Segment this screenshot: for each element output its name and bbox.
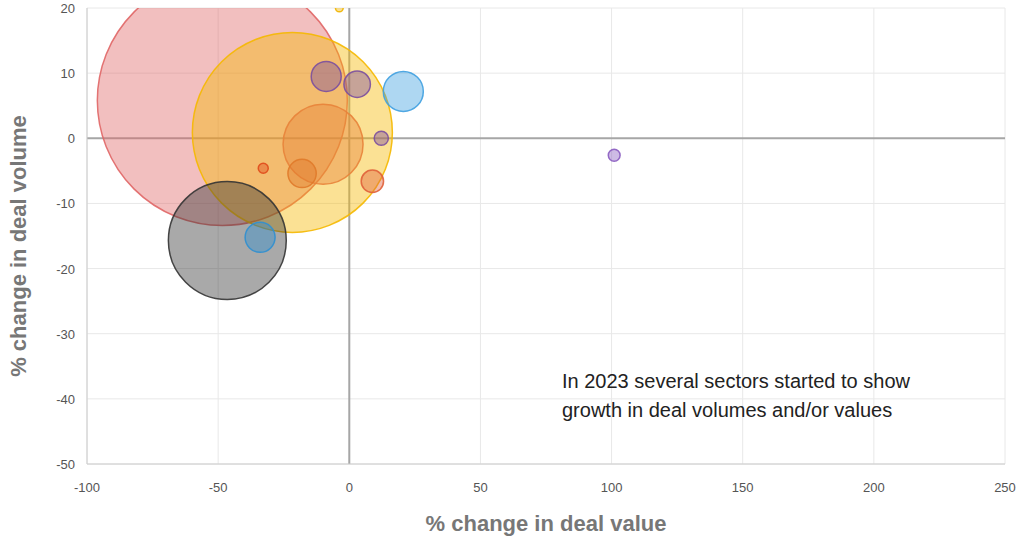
x-axis-label: % change in deal value — [426, 511, 667, 536]
x-tick-label: 250 — [994, 480, 1016, 495]
bubble[interactable] — [383, 71, 423, 111]
annotation: growth in deal volumes and/or values — [562, 399, 892, 421]
chart: -100-50050100150200250-50-40-30-20-10010… — [0, 0, 1024, 546]
axis-line-bottom — [87, 464, 1005, 465]
bubble[interactable] — [311, 61, 341, 91]
grid-line-x — [87, 8, 88, 464]
x-tick-label: 150 — [732, 480, 754, 495]
grid-line-y — [87, 464, 1005, 465]
y-tick-label: 20 — [61, 1, 75, 16]
zero-lines — [87, 8, 1005, 464]
y-tick-label: -10 — [56, 196, 75, 211]
x-tick-label: -100 — [74, 480, 100, 495]
bubble[interactable] — [344, 71, 370, 97]
y-tick-label: 0 — [68, 131, 75, 146]
grid-line-x — [742, 8, 743, 464]
y-tick-label: -30 — [56, 327, 75, 342]
bubble[interactable] — [168, 182, 286, 300]
bubbles — [97, 8, 620, 300]
bubble[interactable] — [335, 8, 343, 12]
x-tick-label: 200 — [863, 480, 885, 495]
x-tick-label: 50 — [473, 480, 487, 495]
bubble[interactable] — [288, 159, 316, 187]
grid-line-y — [87, 333, 1005, 334]
grid-line-x — [1005, 8, 1006, 464]
y-tick-label: -50 — [56, 457, 75, 472]
y-tick-label: -20 — [56, 262, 75, 277]
grid — [87, 8, 1005, 464]
axis-line-left — [87, 8, 88, 464]
bubble[interactable] — [608, 149, 620, 161]
bubble[interactable] — [245, 222, 275, 252]
grid-line-x — [873, 8, 874, 464]
chart-root: -100-50050100150200250-50-40-30-20-10010… — [0, 0, 1024, 546]
x-tick-label: 0 — [346, 480, 353, 495]
x-tick-label: 100 — [601, 480, 623, 495]
bubble[interactable] — [374, 131, 388, 145]
annotation: In 2023 several sectors started to show — [562, 370, 911, 392]
y-tick-label: -40 — [56, 392, 75, 407]
grid-line-x — [611, 8, 612, 464]
grid-line-x — [480, 8, 481, 464]
y-axis-label: % change in deal volume — [6, 115, 31, 377]
y-tick-label: 10 — [61, 66, 75, 81]
x-tick-label: -50 — [209, 480, 228, 495]
bubble[interactable] — [361, 170, 383, 192]
bubble[interactable] — [258, 163, 268, 173]
